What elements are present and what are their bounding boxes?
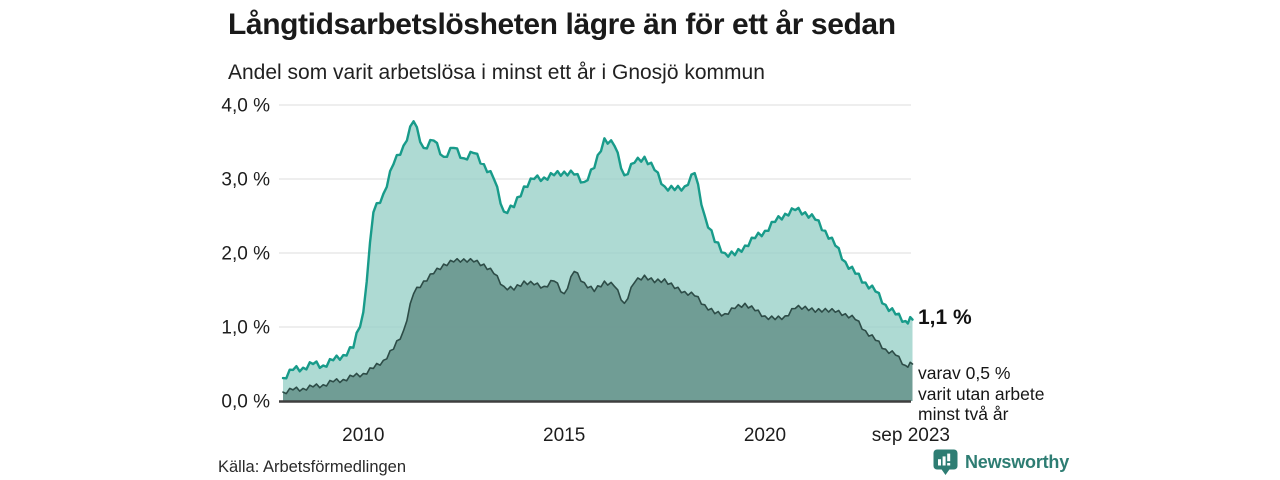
brand-name: Newsworthy — [965, 452, 1070, 472]
svg-text:2015: 2015 — [543, 425, 585, 446]
end-value-label: 1,1 % — [918, 306, 972, 329]
svg-text:2020: 2020 — [744, 425, 786, 446]
chart-subtitle: Andel som varit arbetslösa i minst ett å… — [228, 61, 765, 84]
newsworthy-logo[interactable]: Newsworthy — [933, 449, 1069, 476]
svg-text:1,0 %: 1,0 % — [221, 318, 270, 339]
source-note: Källa: Arbetsförmedlingen — [218, 458, 407, 476]
svg-text:3,0 %: 3,0 % — [221, 170, 270, 191]
svg-text:0,0 %: 0,0 % — [221, 392, 270, 413]
svg-text:4,0 %: 4,0 % — [221, 96, 270, 117]
svg-text:sep 2023: sep 2023 — [872, 425, 950, 446]
annotation-line-2: varit utan arbete — [918, 383, 1045, 404]
newsworthy-icon — [933, 449, 958, 476]
svg-text:2,0 %: 2,0 % — [221, 244, 270, 265]
annotation-line-1: varav 0,5 % — [918, 363, 1011, 383]
svg-text:2010: 2010 — [342, 425, 384, 446]
page-title: Långtidsarbetslösheten lägre än för ett … — [228, 8, 896, 41]
secondary-annotation: varav 0,5 % varit utan arbete minst två … — [918, 363, 1044, 425]
annotation-line-3: minst två år — [918, 404, 1009, 424]
